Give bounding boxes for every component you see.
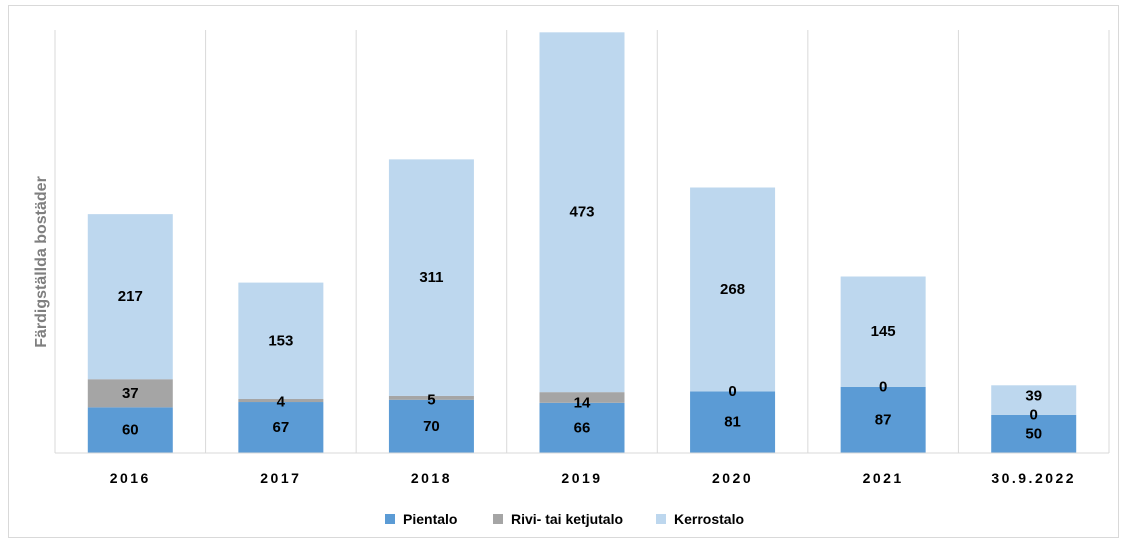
data-label: 145: [871, 323, 896, 340]
data-label: 311: [419, 269, 443, 286]
data-label: 217: [118, 288, 143, 305]
bar-segment: [87, 379, 173, 408]
x-tick-label: 2019: [561, 470, 602, 486]
data-label: 473: [569, 204, 594, 221]
data-label: 81: [724, 414, 741, 431]
data-label: 60: [122, 422, 139, 439]
x-tick-label: 2021: [863, 470, 904, 486]
legend-label: Kerrostalo: [674, 511, 744, 527]
bar-segment: [690, 187, 776, 392]
x-tick-label: 30.9.2022: [991, 470, 1076, 486]
data-label: 0: [728, 383, 736, 400]
bar-segment: [991, 414, 1077, 453]
data-label: 37: [122, 385, 139, 402]
bar-segment: [238, 398, 324, 403]
bar-segment: [238, 282, 324, 399]
bar-segment: [87, 407, 173, 453]
bar-segment: [840, 276, 926, 387]
data-label: 50: [1025, 425, 1042, 442]
data-label: 67: [273, 419, 290, 436]
chart-frame: [8, 5, 1119, 538]
bar-segment: [690, 391, 776, 453]
data-labels: 60 37 217 67 4 153 70 5 311 66 14 473 81 0 268 87 0 145 50…: [118, 204, 1042, 443]
data-label: 14: [574, 394, 591, 411]
legend-label: Rivi- tai ketjutalo: [511, 511, 623, 527]
bar-segment: [539, 392, 625, 403]
x-tick-label: 2018: [411, 470, 452, 486]
legend-swatch: [656, 514, 666, 524]
x-tick-label: 2020: [712, 470, 753, 486]
bar-segment: [388, 159, 474, 396]
x-tick-label: 2017: [260, 470, 301, 486]
legend-swatch: [385, 514, 395, 524]
y-axis-label: Färdigställda bostäder: [33, 176, 50, 348]
bar-segment: [238, 402, 324, 453]
data-label: 66: [574, 419, 591, 436]
bar-segment: [539, 32, 625, 393]
data-label: 0: [879, 378, 887, 395]
bar-segment: [539, 402, 625, 453]
data-label: 39: [1025, 388, 1042, 405]
data-label: 70: [423, 418, 440, 435]
legend: Pientalo Rivi- tai ketjutalo Kerrostalo: [385, 511, 744, 527]
x-tick-labels: 2016 2017 2018 2019 2020 2021 30.9.2022: [110, 470, 1076, 486]
x-tick-label: 2016: [110, 470, 151, 486]
bar-segments: [87, 32, 1077, 453]
data-label: 4: [277, 394, 286, 411]
bar-segment: [388, 399, 474, 453]
data-label: 5: [427, 391, 435, 408]
category-gridlines: [54, 30, 1110, 453]
data-label: 0: [1030, 406, 1038, 423]
legend-label: Pientalo: [403, 511, 457, 527]
bar-segment: [87, 214, 173, 380]
data-label: 87: [875, 411, 892, 428]
bar-segment: [991, 385, 1077, 415]
bar-segment: [388, 395, 474, 400]
bar-segment: [840, 386, 926, 453]
data-label: 153: [268, 332, 293, 349]
data-label: 268: [720, 281, 745, 298]
legend-swatch: [493, 514, 503, 524]
